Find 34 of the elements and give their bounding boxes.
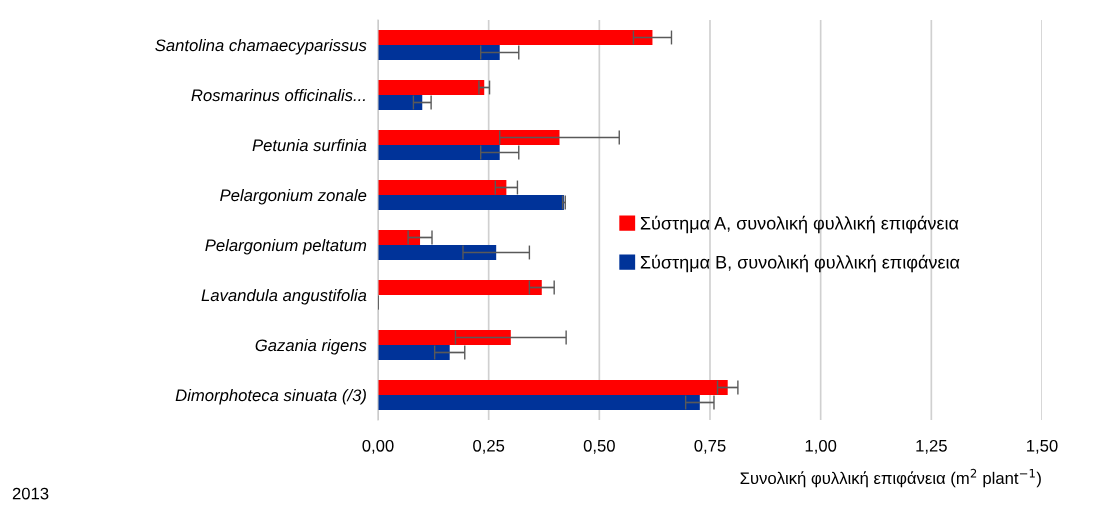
bar xyxy=(378,45,500,60)
bar xyxy=(378,245,497,260)
x-tick-label: 1,50 xyxy=(1027,439,1058,454)
x-tick-label: 0,00 xyxy=(362,439,394,454)
x-tick-label: 0,25 xyxy=(473,439,505,454)
bar xyxy=(378,80,485,95)
bar xyxy=(378,130,560,145)
bar xyxy=(378,95,423,110)
bar xyxy=(378,195,564,210)
y-tick-label: Dimorphoteca sinuata (/3) xyxy=(175,388,366,405)
y-tick-label: Rosmarinus officinalis... xyxy=(191,88,365,102)
y-tick-label: Lavandula angustifolia xyxy=(201,288,367,305)
bar xyxy=(378,180,507,195)
bar xyxy=(378,280,542,295)
y-tick-label: Pelargonium peltatum xyxy=(205,238,367,255)
x-tick-label: 1,00 xyxy=(805,439,837,454)
bar xyxy=(378,330,511,345)
legend-label: Σύστημα Α, συνολική φυλλική επιφάνεια xyxy=(640,215,959,234)
bar xyxy=(378,380,728,395)
bar xyxy=(378,345,450,360)
y-tick-label: Petunia surfinia xyxy=(252,138,367,152)
bar xyxy=(378,395,700,410)
text: 2013 xyxy=(12,487,49,500)
y-tick-label: Gazania rigens xyxy=(255,338,367,355)
bar xyxy=(378,230,421,245)
x-tick-label: 0,75 xyxy=(694,439,726,454)
legend-label: Σύστημα Β, συνολική φυλλική επιφάνεια xyxy=(640,254,960,273)
x-tick-label: 0,50 xyxy=(583,439,615,454)
bar xyxy=(378,30,653,45)
y-tick-label: Santolina chamaecyparissus xyxy=(155,38,367,55)
x-tick-label: 1,25 xyxy=(916,439,947,454)
y-tick-label: Pelargonium zonale xyxy=(220,188,367,205)
bar xyxy=(378,145,500,160)
x-axis-title: Συνολική φυλλική επιφάνεια (m$^{2}$ plant$^{−1}$) xyxy=(740,468,1041,488)
